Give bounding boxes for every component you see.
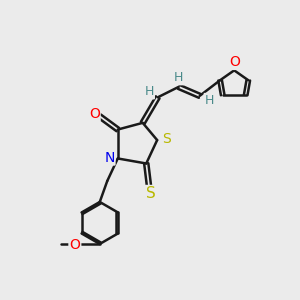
Text: H: H [145, 85, 154, 98]
Text: N: N [104, 151, 115, 165]
Text: H: H [174, 71, 183, 84]
Text: O: O [89, 107, 100, 121]
Text: S: S [146, 186, 156, 201]
Text: O: O [69, 238, 80, 252]
Text: H: H [205, 94, 214, 107]
Text: S: S [162, 132, 170, 145]
Text: O: O [229, 55, 240, 69]
